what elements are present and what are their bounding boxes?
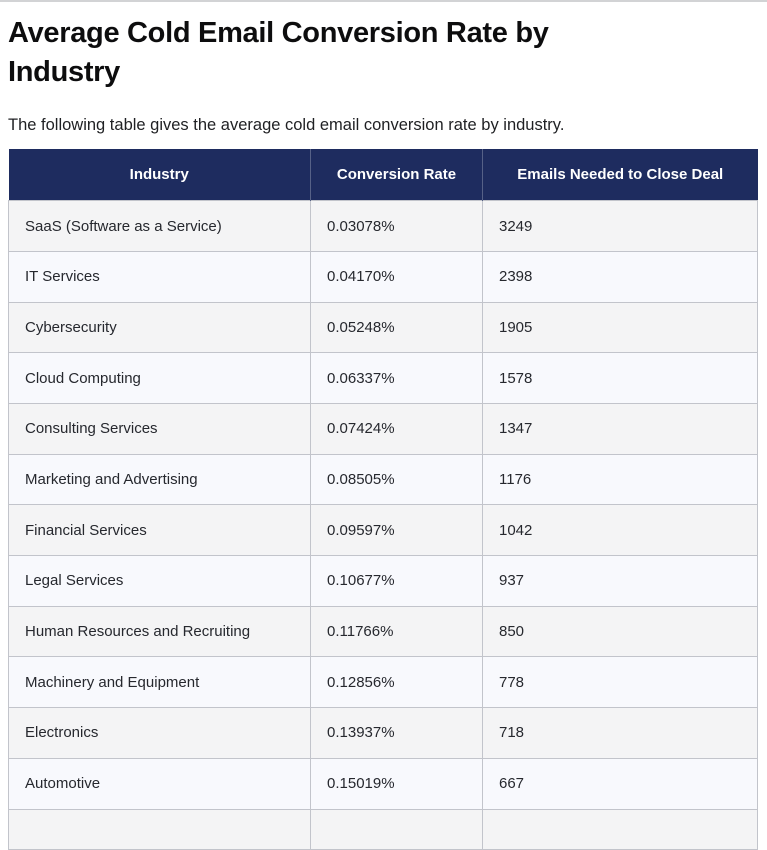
table-body: SaaS (Software as a Service) 0.03078% 3249… <box>8 200 758 850</box>
table-cell: Legal Services <box>8 555 311 607</box>
table-cell: IT Services <box>8 250 311 303</box>
table-row: SaaS (Software as a Service) 0.03078% 3249 <box>8 200 758 252</box>
table-cell: 778 <box>482 656 758 709</box>
column-header: Emails Needed to Close Deal <box>482 148 758 201</box>
table-cell: Electronics <box>8 707 311 759</box>
viewport-top-edge <box>0 0 767 2</box>
table-row: Legal Services 0.10677% 937 <box>8 555 758 607</box>
page-content: Average Cold Email Conversion Rate by In… <box>0 14 767 850</box>
table-row: Automotive 0.15019% 667 <box>8 757 758 810</box>
table-cell: Cloud Computing <box>8 352 311 404</box>
table-cell <box>310 808 483 850</box>
table-row: Electronics 0.13937% 718 <box>8 707 758 759</box>
table-cell: Machinery and Equipment <box>8 656 311 709</box>
table-cell: Consulting Services <box>8 403 311 455</box>
table-cell: Cybersecurity <box>8 301 311 354</box>
table-cell: 0.08505% <box>310 453 483 506</box>
table-cell <box>8 808 311 850</box>
table-cell: 3249 <box>482 200 758 252</box>
table-header-row: Industry Conversion Rate Emails Needed to … <box>8 148 758 201</box>
table-row: Marketing and Advertising 0.08505% 1176 <box>8 453 758 506</box>
table-row-partial <box>8 808 758 850</box>
table-cell: 667 <box>482 757 758 810</box>
table-cell: 0.07424% <box>310 403 483 455</box>
table-cell: Marketing and Advertising <box>8 453 311 506</box>
table-cell: 0.15019% <box>310 757 483 810</box>
table-cell: SaaS (Software as a Service) <box>8 200 311 252</box>
table-cell: 0.12856% <box>310 656 483 709</box>
page-description: The following table gives the average co… <box>8 116 565 135</box>
table-row: Machinery and Equipment 0.12856% 778 <box>8 656 758 709</box>
table-cell: 0.10677% <box>310 555 483 607</box>
table-cell: 850 <box>482 605 758 658</box>
table-cell: 0.04170% <box>310 250 483 303</box>
table-cell: Human Resources and Recruiting <box>8 605 311 658</box>
table-cell: 0.06337% <box>310 352 483 404</box>
table-cell: 1042 <box>482 504 758 557</box>
table-cell: 0.13937% <box>310 707 483 759</box>
table-cell: 0.09597% <box>310 504 483 557</box>
column-header: Conversion Rate <box>310 148 483 201</box>
table-cell <box>482 808 758 850</box>
table-cell: Automotive <box>8 757 311 810</box>
table-cell: 1347 <box>482 403 758 455</box>
table-cell: 1905 <box>482 301 758 354</box>
table-row: Cybersecurity 0.05248% 1905 <box>8 301 758 354</box>
table-row: Financial Services 0.09597% 1042 <box>8 504 758 557</box>
page-title: Average Cold Email Conversion Rate by In… <box>8 17 549 88</box>
table-row: Cloud Computing 0.06337% 1578 <box>8 352 758 404</box>
table-cell: 2398 <box>482 250 758 303</box>
table-header: Industry Conversion Rate Emails Needed to … <box>8 148 758 201</box>
table-cell: 0.11766% <box>310 605 483 658</box>
conversion-rate-table: Industry Conversion Rate Emails Needed to … <box>8 148 758 850</box>
table-cell: 0.03078% <box>310 200 483 252</box>
table-row: Consulting Services 0.07424% 1347 <box>8 403 758 455</box>
table-cell: Financial Services <box>8 504 311 557</box>
table-cell: 937 <box>482 555 758 607</box>
table-cell: 1578 <box>482 352 758 404</box>
table-cell: 718 <box>482 707 758 759</box>
table-cell: 1176 <box>482 453 758 506</box>
table-cell: 0.05248% <box>310 301 483 354</box>
table-row: Human Resources and Recruiting 0.11766% 85… <box>8 605 758 658</box>
column-header: Industry <box>8 148 311 201</box>
table-row: IT Services 0.04170% 2398 <box>8 250 758 303</box>
